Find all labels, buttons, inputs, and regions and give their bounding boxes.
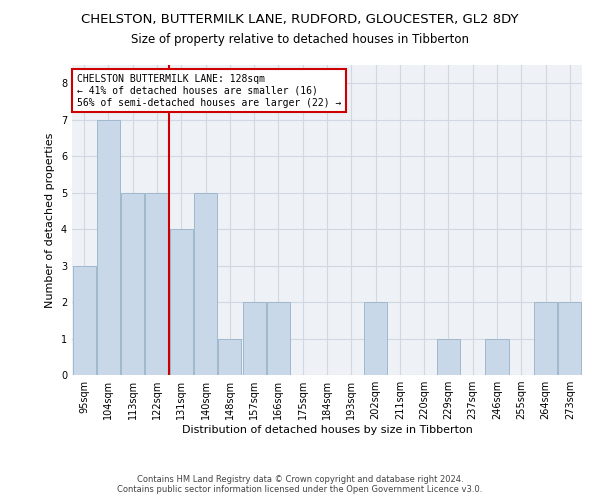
Bar [218, 338, 241, 375]
Bar [145, 192, 169, 375]
Bar [73, 266, 95, 375]
Bar [121, 192, 144, 375]
Bar [437, 338, 460, 375]
Bar [267, 302, 290, 375]
Bar [559, 302, 581, 375]
Text: CHELSTON BUTTERMILK LANE: 128sqm
← 41% of detached houses are smaller (16)
56% o: CHELSTON BUTTERMILK LANE: 128sqm ← 41% o… [77, 74, 341, 108]
Text: CHELSTON, BUTTERMILK LANE, RUDFORD, GLOUCESTER, GL2 8DY: CHELSTON, BUTTERMILK LANE, RUDFORD, GLOU… [81, 12, 519, 26]
X-axis label: Distribution of detached houses by size in Tibberton: Distribution of detached houses by size … [182, 425, 472, 435]
Bar [97, 120, 120, 375]
Y-axis label: Number of detached properties: Number of detached properties [46, 132, 55, 308]
Bar [485, 338, 509, 375]
Bar [170, 229, 193, 375]
Text: Contains public sector information licensed under the Open Government Licence v3: Contains public sector information licen… [118, 485, 482, 494]
Text: Size of property relative to detached houses in Tibberton: Size of property relative to detached ho… [131, 32, 469, 46]
Bar [534, 302, 557, 375]
Bar [364, 302, 387, 375]
Bar [194, 192, 217, 375]
Bar [242, 302, 266, 375]
Text: Contains HM Land Registry data © Crown copyright and database right 2024.: Contains HM Land Registry data © Crown c… [137, 475, 463, 484]
